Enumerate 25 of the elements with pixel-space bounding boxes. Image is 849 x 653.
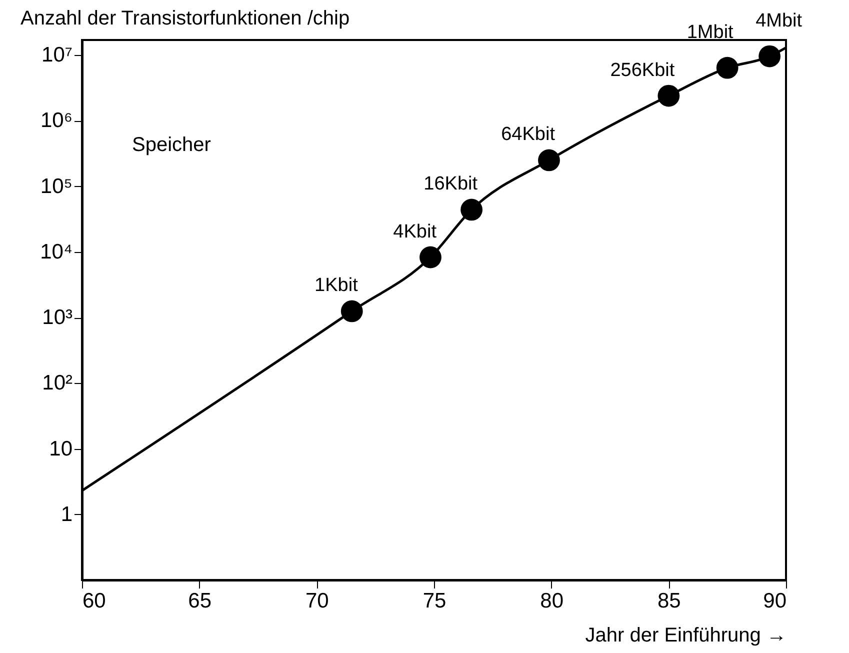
annotation: Speicher	[132, 134, 212, 156]
annotation: 256Kbit	[610, 60, 676, 81]
x-tick-label: 75	[422, 590, 446, 612]
x-tick-label: 60	[82, 590, 106, 612]
x-tick-label: 85	[657, 590, 681, 612]
y-tick-label: 10	[49, 437, 72, 460]
x-tick-label: 80	[540, 590, 564, 612]
y-tick-label: 10⁴	[40, 240, 72, 264]
annotation: 4Kbit	[393, 221, 438, 242]
y-tick-label: 10⁵	[40, 174, 72, 198]
annotation: 64Kbit	[501, 124, 556, 146]
y-tick-label: 1	[60, 502, 72, 526]
x-tick-label: 90	[763, 590, 786, 612]
y-tick-label: 10³	[42, 306, 72, 330]
x-tick-label: 70	[305, 590, 329, 612]
y-tick-label: 10⁶	[40, 109, 72, 132]
x-axis-title: Jahr der Einführung →	[585, 624, 786, 646]
y-tick-label: 10⁷	[42, 44, 72, 67]
annotation: 4Mbit	[756, 10, 803, 32]
annotation: 16Kbit	[424, 174, 478, 195]
annotation: 1Kbit	[314, 275, 359, 296]
annotation: 1Mbit	[686, 22, 734, 43]
x-tick-label: 65	[188, 590, 212, 612]
y-axis-title: Anzahl der Transistorfunktionen /chip	[20, 8, 350, 30]
y-tick-label: 10²	[42, 372, 72, 395]
